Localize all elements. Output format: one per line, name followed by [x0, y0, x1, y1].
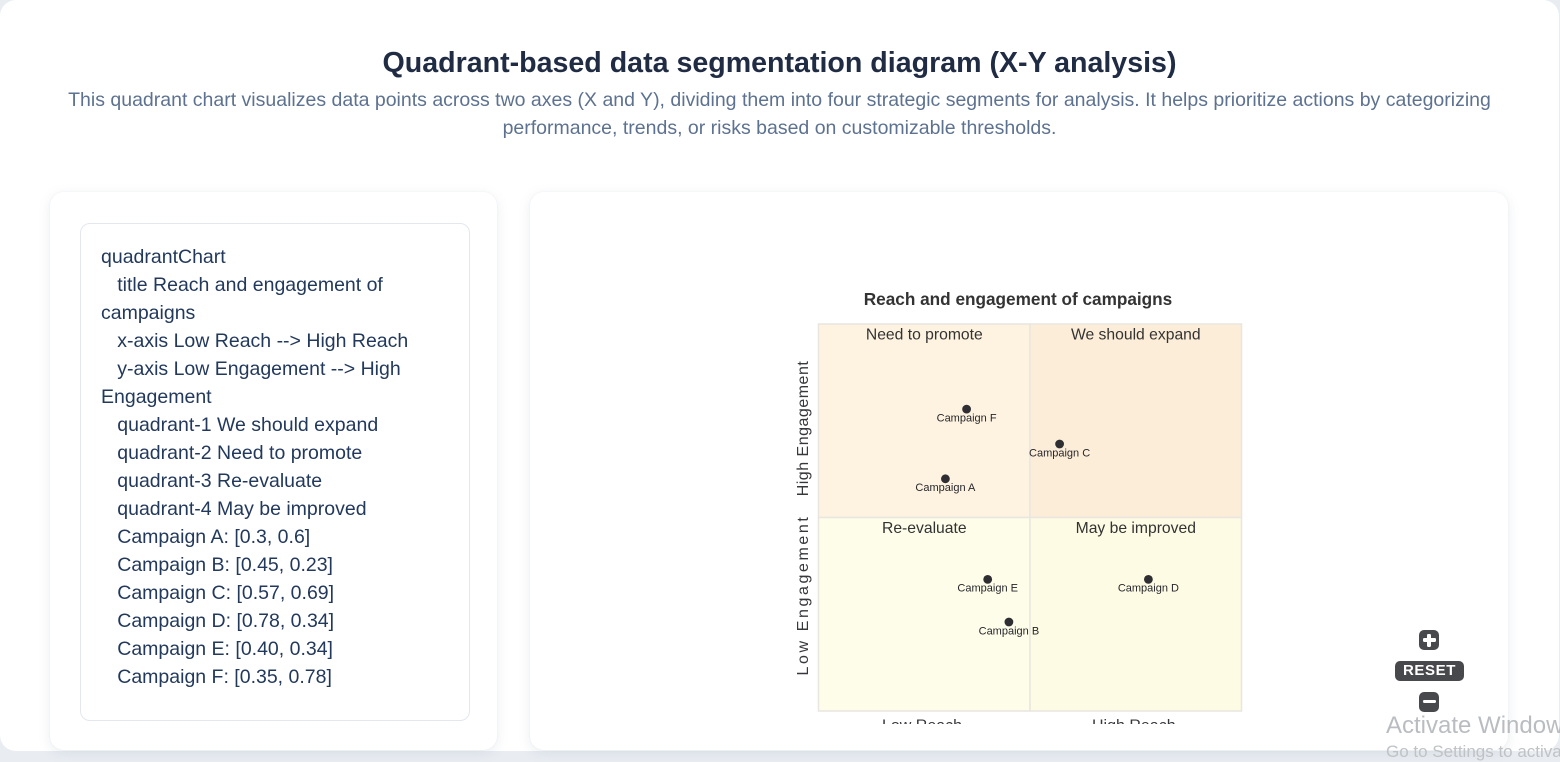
- svg-text:Campaign D: Campaign D: [1118, 583, 1179, 595]
- svg-text:We should expand: We should expand: [1071, 327, 1201, 344]
- svg-text:May be improved: May be improved: [1076, 520, 1196, 537]
- svg-text:Low Reach: Low Reach: [882, 718, 962, 725]
- svg-text:Need to promote: Need to promote: [866, 327, 983, 344]
- svg-text:Low Engagement: Low Engagement: [795, 515, 812, 676]
- svg-text:Reach and engagement of campai: Reach and engagement of campaigns: [864, 289, 1173, 309]
- svg-text:Campaign E: Campaign E: [957, 583, 1018, 595]
- svg-text:High Engagement: High Engagement: [795, 361, 812, 497]
- svg-text:Campaign C: Campaign C: [1029, 447, 1090, 459]
- svg-text:Campaign B: Campaign B: [979, 625, 1040, 637]
- svg-text:Campaign F: Campaign F: [937, 412, 997, 424]
- svg-text:High Reach: High Reach: [1092, 718, 1176, 725]
- svg-text:Re-evaluate: Re-evaluate: [882, 520, 967, 537]
- svg-text:Campaign A: Campaign A: [915, 482, 976, 494]
